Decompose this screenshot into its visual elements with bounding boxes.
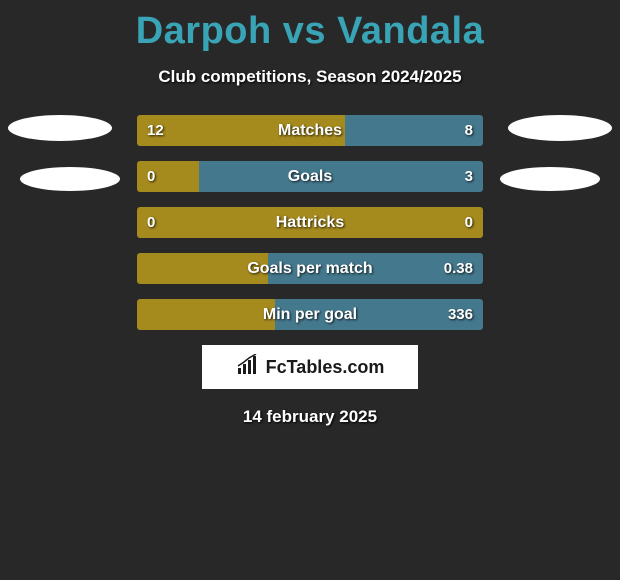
stat-bars: 12 Matches 8 0 Goals 3 0 Hattricks 0 Goa… (137, 115, 483, 330)
player-right-ellipse-1 (508, 115, 612, 141)
bar-row-goals: 0 Goals 3 (137, 161, 483, 192)
player-right-ellipse-2 (500, 167, 600, 191)
brand-box: FcTables.com (202, 345, 418, 389)
barchart-icon (236, 354, 262, 381)
brand-text: FcTables.com (266, 357, 385, 378)
page-title: Darpoh vs Vandala (0, 0, 620, 53)
bar-row-min-per-goal: Min per goal 336 (137, 299, 483, 330)
bar-right (345, 115, 483, 146)
page-subtitle: Club competitions, Season 2024/2025 (0, 67, 620, 87)
bar-row-matches: 12 Matches 8 (137, 115, 483, 146)
bar-left (137, 115, 345, 146)
bar-left (137, 253, 268, 284)
bar-right (199, 161, 483, 192)
bar-row-goals-per-match: Goals per match 0.38 (137, 253, 483, 284)
content-area: 12 Matches 8 0 Goals 3 0 Hattricks 0 Goa… (0, 115, 620, 427)
bar-left (137, 207, 483, 238)
bar-left (137, 161, 199, 192)
date-text: 14 february 2025 (0, 407, 620, 427)
player-left-ellipse-2 (20, 167, 120, 191)
bar-right (275, 299, 483, 330)
bar-left (137, 299, 275, 330)
bar-right (268, 253, 483, 284)
bar-row-hattricks: 0 Hattricks 0 (137, 207, 483, 238)
player-left-ellipse-1 (8, 115, 112, 141)
